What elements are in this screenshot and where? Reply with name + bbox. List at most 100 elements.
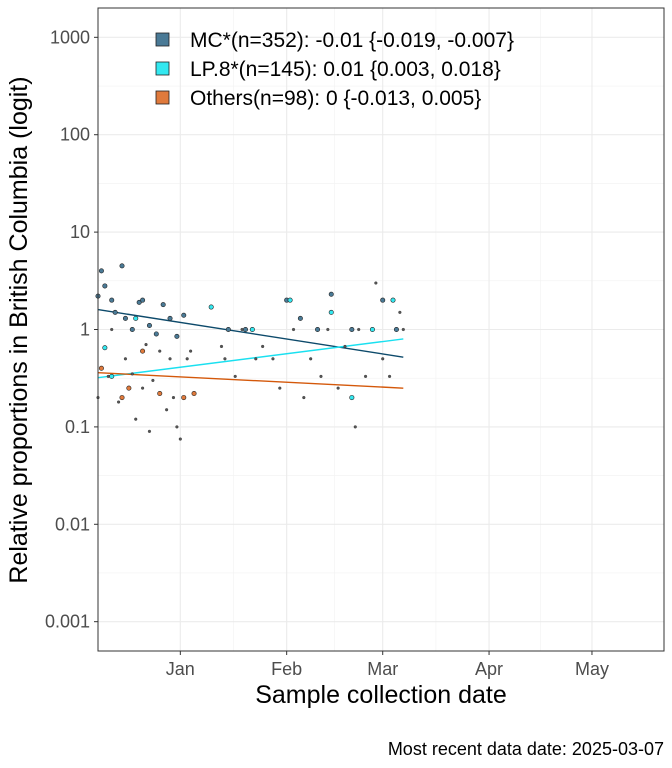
legend: MC*(n=352): -0.01 {-0.019, -0.007} LP.8*(… [155, 29, 514, 110]
data-point [225, 326, 231, 332]
data-point [141, 386, 145, 390]
data-point [388, 374, 392, 378]
data-point [181, 395, 187, 401]
data-point [165, 408, 169, 412]
data-point [146, 322, 152, 328]
data-point [102, 283, 108, 289]
data-point [223, 357, 227, 361]
data-point [119, 263, 125, 269]
y-tick-label: 0.01 [55, 514, 90, 534]
data-point [243, 326, 249, 332]
data-point [147, 429, 152, 433]
data-point [133, 315, 139, 321]
legend-key [155, 32, 170, 47]
data-point [151, 378, 155, 382]
data-point [326, 327, 330, 332]
data-point [185, 357, 189, 361]
data-point [261, 344, 265, 348]
data-point [336, 386, 340, 390]
data-point [315, 326, 321, 332]
data-point [106, 374, 110, 378]
x-tick-label: Feb [271, 659, 302, 679]
data-point [129, 326, 135, 332]
data-point [174, 333, 180, 339]
data-point [102, 345, 108, 351]
data-point [380, 297, 386, 303]
data-point [140, 348, 146, 354]
legend-label: MC*(n=352): -0.01 {-0.019, -0.007} [190, 29, 514, 52]
data-point [374, 281, 378, 285]
trend-line [97, 308, 404, 358]
data-point [349, 326, 355, 332]
data-point [302, 396, 306, 400]
data-point [109, 297, 115, 303]
data-point [390, 297, 396, 303]
trend-lines [97, 308, 404, 389]
data-point [297, 315, 303, 321]
data-point [278, 386, 282, 390]
x-tick-label: Jan [166, 659, 195, 679]
gridlines [98, 8, 664, 651]
y-tick-label: 0.001 [45, 612, 90, 632]
y-tick-label: 0.1 [65, 417, 90, 437]
x-tick-label: Mar [367, 659, 398, 679]
data-point [168, 357, 172, 361]
data-point [191, 391, 197, 397]
data-point [112, 309, 118, 315]
data-points [95, 263, 405, 441]
trend-line [97, 372, 404, 389]
data-point [119, 395, 125, 401]
data-point [178, 437, 182, 441]
y-tick-label: 1000 [50, 27, 90, 47]
data-point [219, 344, 224, 348]
data-point [126, 385, 132, 391]
legend-key [155, 90, 170, 105]
data-point [171, 396, 176, 400]
data-point [109, 373, 115, 379]
caption: Most recent data date: 2025-03-07 [388, 739, 664, 759]
data-point [175, 425, 179, 429]
data-point [291, 327, 296, 332]
data-point [153, 331, 159, 337]
data-point [181, 312, 187, 318]
data-point [319, 374, 323, 378]
data-point [343, 344, 347, 348]
y-tick-label: 100 [60, 125, 90, 145]
data-point [401, 327, 405, 332]
data-point [122, 315, 128, 321]
data-point [369, 326, 375, 332]
data-point [398, 310, 402, 314]
data-point [167, 315, 173, 321]
data-point [357, 327, 361, 332]
legend-label: Others(n=98): 0 {-0.013, 0.005} [190, 87, 481, 110]
data-point [144, 343, 148, 347]
data-point [110, 327, 114, 332]
legend-label: LP.8*(n=145): 0.01 {0.003, 0.018} [190, 58, 501, 81]
data-point [98, 268, 104, 274]
trend-line [97, 338, 404, 379]
data-point [208, 304, 214, 310]
legend-key [155, 61, 170, 76]
data-point [309, 357, 313, 361]
data-point [157, 391, 163, 397]
data-point [349, 395, 355, 401]
y-axis-title: Relative proportions in British Columbia… [5, 76, 33, 583]
data-point [328, 291, 334, 297]
y-tick-label: 1 [80, 320, 90, 340]
data-point [240, 327, 244, 332]
y-tick-label: 10 [70, 222, 90, 242]
axes: 0.001 0.01 0.1 1 10 100 1000 Jan Feb Mar Apr May [45, 27, 609, 679]
data-point [249, 326, 255, 332]
data-point [123, 357, 127, 361]
x-tick-label: May [575, 659, 609, 679]
data-point [364, 374, 368, 378]
data-point [381, 357, 385, 361]
data-point [160, 302, 166, 308]
data-point [233, 374, 237, 378]
data-point [140, 297, 146, 303]
data-point [134, 417, 138, 421]
data-point [328, 309, 334, 315]
x-axis-title: Sample collection date [255, 681, 507, 709]
data-point [98, 365, 104, 371]
